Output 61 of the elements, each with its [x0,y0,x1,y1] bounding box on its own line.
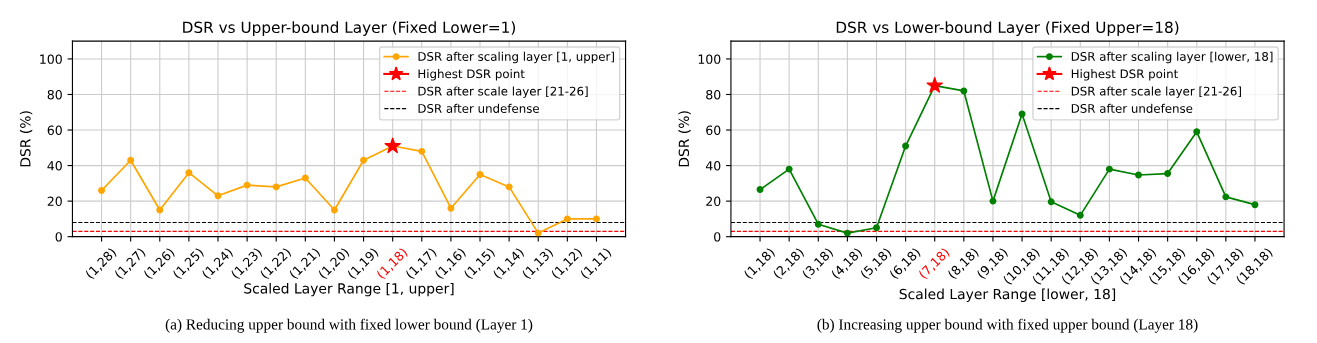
x-axis-title: Scaled Layer Range [1, upper] [244,282,454,297]
legend-label: Highest DSR point [418,69,525,81]
point [785,165,793,173]
point [418,147,426,155]
legend-label: DSR after undefense [1071,103,1193,113]
y-tick-label: 100 [40,54,62,64]
point [1076,211,1084,219]
y-tick-label: 100 [698,54,721,64]
point [989,197,997,205]
y-tick-label: 60 [706,125,721,135]
chart-title: DSR vs Lower-bound Layer (Fixed Upper=18) [836,21,1179,36]
point [1164,170,1172,178]
y-tick-label: 0 [55,232,62,242]
y-tick-label: 80 [706,89,721,100]
y-tick-label: 60 [47,125,62,135]
point [272,183,280,191]
point [127,156,135,164]
point [98,186,106,194]
point [756,186,764,194]
point [301,174,309,182]
y-tick-label: 40 [47,161,62,171]
point [960,87,968,95]
y-tick-label: 20 [47,196,62,207]
point [1193,128,1201,136]
legend-label: Highest DSR point [1071,69,1178,81]
chart-title: DSR vs Upper-bound Layer (Fixed Lower=1) [183,21,516,36]
text: (b) Increasing upper bound with fixed upper bound (Layer 18) [817,318,1198,333]
point [843,229,851,237]
point [902,142,910,150]
point [243,181,251,189]
y-tick-label: 80 [47,89,62,100]
point [476,170,484,178]
point [814,220,822,228]
y-tick-label: 40 [705,161,721,171]
point [563,215,571,223]
legend-label: DSR after scaling layer [lower, 18] [1071,51,1273,64]
legend-label: DSR after scaling layer [1, upper] [418,51,614,64]
y-tick-label: 20 [706,196,721,207]
point [1251,201,1259,209]
y-axis-title: DSR (%) [678,111,691,167]
y-tick-label: 0 [714,232,721,242]
point [1135,171,1142,179]
x-axis-title: Scaled Layer Range [lower, 18] [899,288,1116,302]
point [592,215,600,223]
legend-label: DSR after undefense [418,103,540,113]
y-axis-title: DSR (%) [19,111,33,167]
point [505,183,513,191]
point [447,204,455,212]
legend-label: DSR after scale layer [21-26] [1071,86,1241,98]
point [1222,193,1230,201]
point [534,229,542,237]
point [156,206,164,214]
point [1047,198,1055,206]
point [214,192,222,200]
point [1105,165,1113,173]
point [185,169,193,177]
point [873,224,880,232]
point [330,206,338,214]
legend-label: DSR after scale layer [21-26] [418,86,588,98]
text: (a) Reducing upper bound with fixed lower bound (Layer 1) [165,318,533,333]
point [360,156,368,164]
